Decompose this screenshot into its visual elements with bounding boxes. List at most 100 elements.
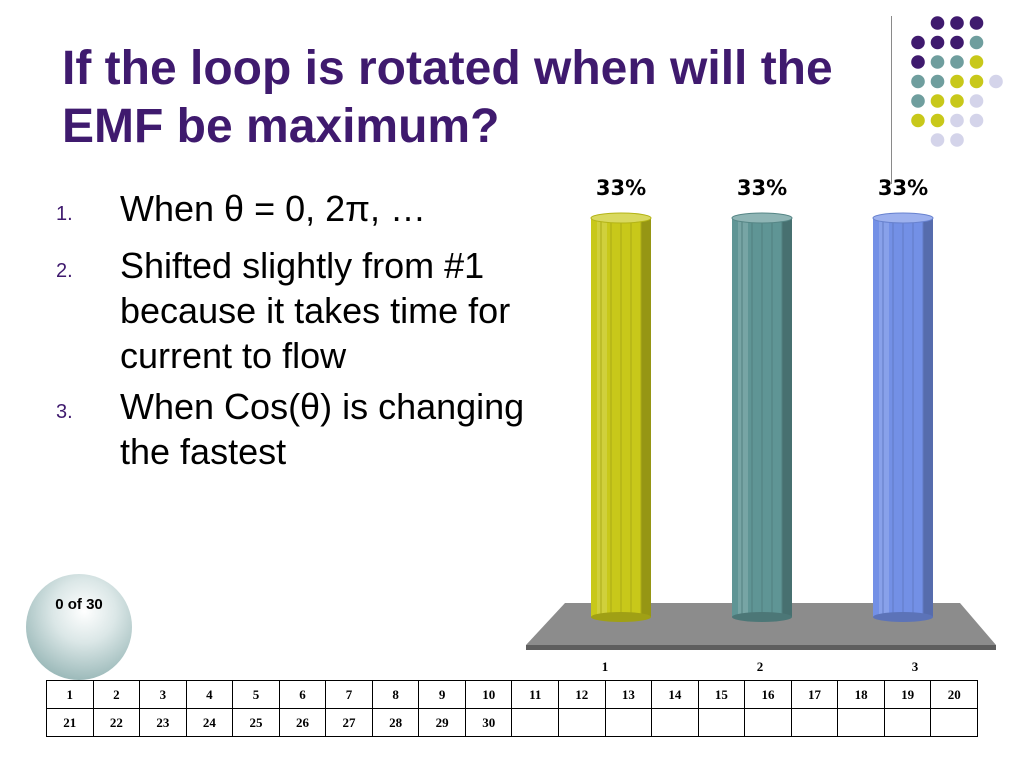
- response-bar-chart: 33% 1 33% 2 33% 3: [526, 176, 996, 674]
- decorative-dot: [989, 74, 1003, 89]
- decorative-dot: [950, 35, 964, 50]
- title-divider-line: [891, 16, 892, 184]
- decorative-dot: [930, 16, 945, 30]
- participant-cell: 25: [232, 708, 280, 737]
- decorative-dot: [911, 55, 925, 69]
- participant-cell: 12: [558, 680, 606, 709]
- bar-top: [872, 212, 934, 224]
- answer-option-3: 3. When Cos(θ) is changing the fastest: [56, 384, 536, 474]
- participant-cell: 13: [604, 680, 653, 709]
- bar-highlight: [879, 218, 889, 617]
- decorative-dot: [950, 16, 964, 30]
- answer-option-text: Shifted slightly from #1 because it take…: [120, 245, 511, 376]
- answer-option-text: When Cos(θ) is changing the fastest: [120, 386, 525, 472]
- bar-highlight: [597, 218, 607, 617]
- participant-cell: 7: [325, 680, 373, 709]
- chart-floor-edge: [526, 645, 996, 650]
- participant-cell: [651, 708, 699, 737]
- response-counter-badge: 0 of 30: [26, 574, 132, 680]
- bar-top: [590, 212, 652, 224]
- answer-option-text: When θ = 0, 2π, …: [120, 188, 426, 229]
- participant-cell: 17: [790, 680, 839, 709]
- bar: [731, 212, 793, 622]
- participant-cell: 15: [697, 680, 746, 709]
- decorative-dot: [969, 35, 984, 50]
- participant-grid-row: 1 2 3 4 5 6 7 8 9 10 11 12 13 14 15 16 17 18 19 20: [46, 680, 978, 709]
- participant-cell: [558, 708, 606, 737]
- data-label: 33%: [878, 176, 928, 200]
- decorative-dot: [911, 113, 925, 128]
- participant-cell: 1: [46, 680, 94, 709]
- decorative-dot: [950, 133, 964, 147]
- participant-cell: [511, 708, 560, 737]
- participant-cell: 26: [278, 708, 327, 737]
- participant-cell: 21: [46, 708, 94, 737]
- participant-cell: 14: [651, 680, 699, 709]
- participant-cell: 10: [464, 680, 513, 709]
- decorative-dot: [930, 113, 945, 128]
- answer-options-list: 1. When θ = 0, 2π, … 2. Shifted slightly…: [56, 186, 536, 480]
- participant-cell: 23: [139, 708, 187, 737]
- answer-option-2: 2. Shifted slightly from #1 because it t…: [56, 243, 536, 378]
- decorative-dot: [930, 133, 945, 147]
- participant-cell: 30: [464, 708, 513, 737]
- bar-shading: [782, 218, 792, 617]
- participant-cell: [930, 708, 978, 737]
- participant-cell: 20: [930, 680, 978, 709]
- response-counter-text: 0 of 30: [55, 596, 103, 613]
- decorative-dot: [969, 94, 984, 108]
- x-tick-label: 1: [602, 659, 609, 674]
- participant-cell: 4: [185, 680, 234, 709]
- participant-cell: 19: [883, 680, 932, 709]
- participant-cell: 22: [92, 708, 141, 737]
- bar-highlight: [738, 218, 748, 617]
- participant-cell: 6: [278, 680, 327, 709]
- answer-option-number: 1.: [56, 203, 73, 225]
- decorative-dot: [911, 74, 925, 89]
- bar-base: [873, 612, 933, 622]
- participant-cell: 29: [418, 708, 466, 737]
- participant-cell: 24: [185, 708, 234, 737]
- participant-cell: 9: [418, 680, 466, 709]
- bar-base: [591, 612, 651, 622]
- participant-cell: 18: [837, 680, 885, 709]
- answer-option-number: 2.: [56, 260, 73, 282]
- bar-top: [731, 212, 793, 224]
- answer-option-1: 1. When θ = 0, 2π, …: [56, 186, 536, 237]
- participant-cell: [604, 708, 653, 737]
- decorative-dot: [911, 94, 925, 108]
- x-tick-label: 2: [757, 659, 764, 674]
- decorative-dot: [911, 35, 925, 50]
- decorative-dot: [950, 94, 964, 108]
- decorative-dot: [950, 113, 964, 128]
- x-tick-label: 3: [912, 659, 919, 674]
- decorative-dot: [930, 74, 945, 89]
- participant-cell: 3: [139, 680, 187, 709]
- decorative-dot: [969, 16, 984, 30]
- participant-cell: 11: [511, 680, 560, 709]
- bar: [590, 212, 652, 622]
- decorative-dot: [950, 55, 964, 69]
- decorative-dot: [930, 94, 945, 108]
- decorative-dot: [950, 74, 964, 89]
- data-label: 33%: [737, 176, 787, 200]
- slide-title: If the loop is rotated when will the EMF…: [62, 42, 833, 153]
- bar-shading: [641, 218, 651, 617]
- decorative-dot: [930, 55, 945, 69]
- bar-base: [732, 612, 792, 622]
- participant-cell: 8: [371, 680, 420, 709]
- participant-cell: [697, 708, 746, 737]
- participant-cell: 2: [92, 680, 141, 709]
- decorative-dot: [969, 74, 984, 89]
- decorative-dot: [969, 113, 984, 128]
- bar: [872, 212, 934, 622]
- participant-cell: [883, 708, 932, 737]
- participant-grid-row: 21 22 23 24 25 26 27 28 29 30: [46, 708, 978, 737]
- decorative-dot: [930, 35, 945, 50]
- participant-cell: [837, 708, 885, 737]
- decorative-dot: [969, 55, 984, 69]
- participant-cell: 28: [371, 708, 420, 737]
- participant-cell: 16: [744, 680, 792, 709]
- participant-cell: 5: [232, 680, 280, 709]
- participant-cell: 27: [325, 708, 373, 737]
